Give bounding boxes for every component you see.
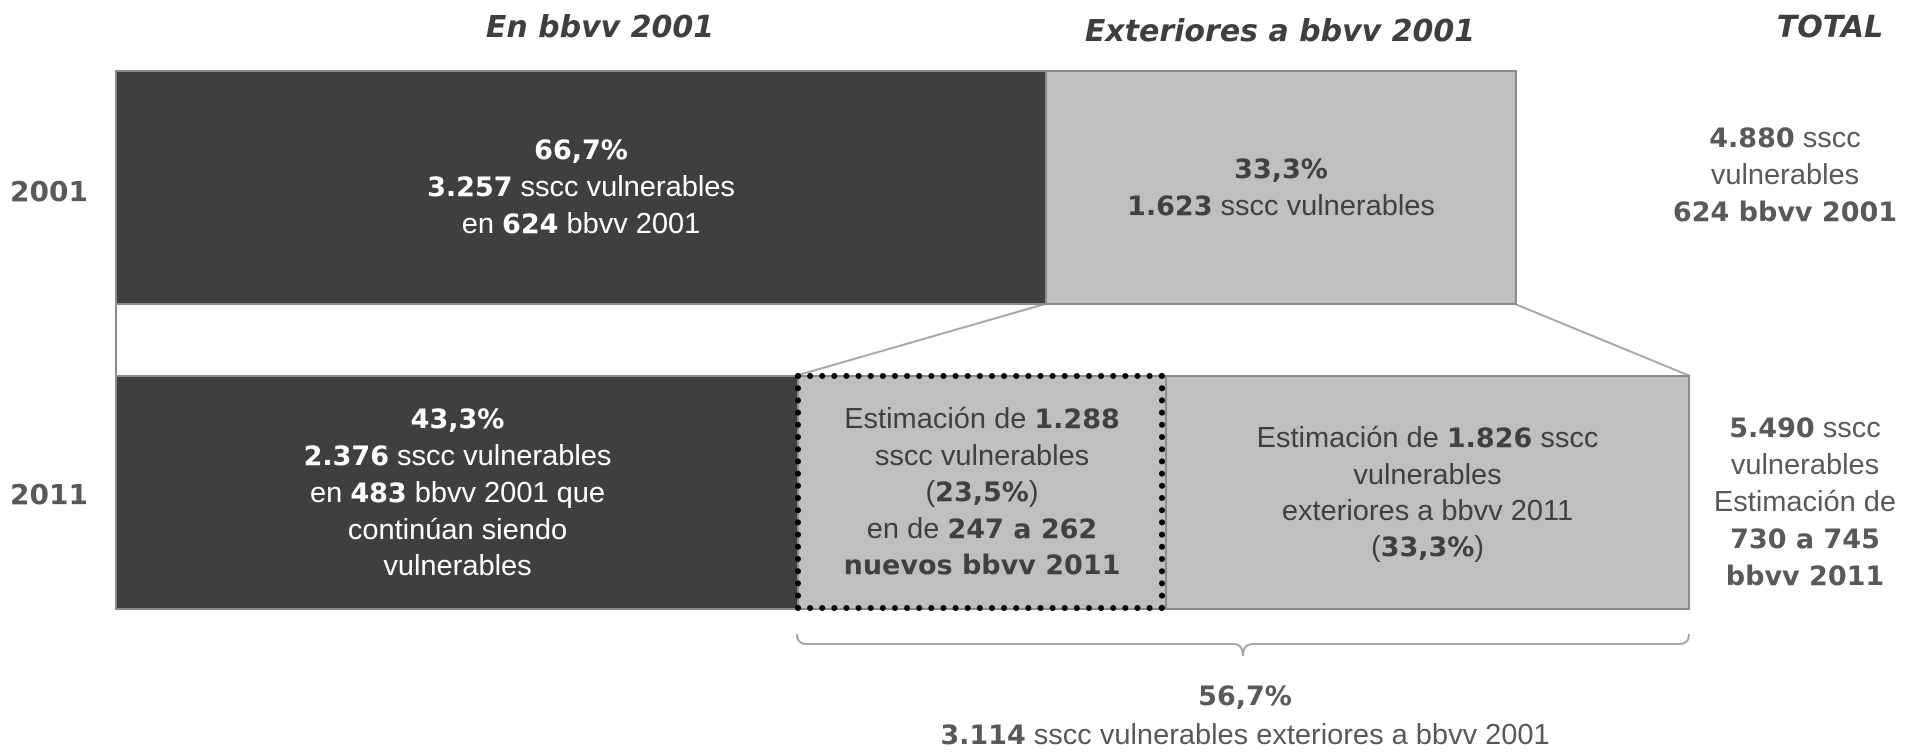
box-2011-in-bbvv: 43,3% 2.376 sscc vulnerables en 483 bbvv… xyxy=(115,375,800,610)
new-range: 247 a 262 xyxy=(947,514,1098,545)
total-2001-bbvv: 624 bbvv 2001 xyxy=(1672,197,1898,228)
box-2001-outside-bbvv: 33,3% 1.623 sscc vulnerables xyxy=(1045,70,1517,305)
new-paren-close: ) xyxy=(1028,476,1039,508)
total-2011-count: 5.490 xyxy=(1729,413,1815,444)
new-prefix: Estimación de xyxy=(844,403,1035,435)
ext-count: 1.826 xyxy=(1446,422,1533,454)
count-2001-in-suffix: sscc vulnerables xyxy=(512,171,735,203)
bbvv-2011-in-suffix: bbvv 2001 que xyxy=(406,477,606,509)
total-2001-count-suffix: sscc xyxy=(1794,122,1861,154)
ext-prefix: Estimación de xyxy=(1256,421,1447,454)
pct-2001-out: 33,3% xyxy=(1234,153,1328,185)
line4-2011-in: continúan siendo xyxy=(347,514,568,546)
count-2001-in: 3.257 xyxy=(427,172,513,203)
highlight-dotted-border xyxy=(795,373,1165,611)
prefix-en-2001-in: en xyxy=(461,208,503,240)
new-count: 1.288 xyxy=(1034,404,1120,435)
header-outside-bbvv: Exteriores a bbvv 2001 xyxy=(1084,14,1476,49)
ext-pct: 33,3% xyxy=(1380,531,1475,563)
total-2011-count-suffix: sscc xyxy=(1814,412,1881,444)
bbvv-2001-in-suffix: bbvv 2001 xyxy=(558,208,701,240)
ext-count-suffix: sscc xyxy=(1532,421,1599,454)
bbvv-2011-in: 483 xyxy=(350,478,407,509)
ext-line2: vulnerables xyxy=(1353,458,1502,491)
box-2011-exterior: Estimación de 1.826 sscc vulnerables ext… xyxy=(1165,375,1690,610)
box-2001-out-text: 33,3% 1.623 sscc vulnerables xyxy=(1127,151,1435,225)
prefix-en-2011-in: en xyxy=(309,477,351,509)
count-2011-in-suffix: sscc vulnerables xyxy=(388,440,612,472)
pct-2011-in: 43,3% xyxy=(410,404,505,435)
new-line2: sscc vulnerables xyxy=(874,440,1090,472)
count-2001-out: 1.623 xyxy=(1127,190,1213,222)
box-2011-ext-text: Estimación de 1.826 sscc vulnerables ext… xyxy=(1257,420,1599,566)
total-2011-line2: vulnerables xyxy=(1730,449,1880,481)
year-2011-label: 2011 xyxy=(10,478,88,511)
bracket-count-suffix: sscc vulnerables exteriores a bbvv 2001 xyxy=(1025,719,1550,751)
bracket-label: 56,7% 3.114 sscc vulnerables exteriores … xyxy=(830,678,1660,755)
ext-paren-close: ) xyxy=(1474,530,1484,563)
bracket-count: 3.114 xyxy=(940,720,1026,751)
count-2011-in: 2.376 xyxy=(303,441,389,472)
ext-line3: exteriores a bbvv 2011 xyxy=(1281,494,1574,527)
bbvv-2001-in: 624 xyxy=(502,209,559,240)
box-2011-in-text: 43,3% 2.376 sscc vulnerables en 483 bbvv… xyxy=(304,401,612,584)
new-prefix-en: en de xyxy=(866,513,948,545)
box-2001-in-bbvv: 66,7% 3.257 sscc vulnerables en 624 bbvv… xyxy=(115,70,1047,305)
ext-paren-open: ( xyxy=(1370,530,1381,563)
new-pct: 23,5% xyxy=(935,477,1029,508)
total-2011-bbvv: bbvv 2011 xyxy=(1725,561,1885,592)
box-2001-in-text: 66,7% 3.257 sscc vulnerables en 624 bbvv… xyxy=(427,132,735,243)
new-paren-open: ( xyxy=(925,476,936,508)
total-2001: 4.880 sscc vulnerables 624 bbvv 2001 xyxy=(1660,120,1910,231)
line5-2011-in: vulnerables xyxy=(383,550,532,582)
total-2011-range: 730 a 745 xyxy=(1730,524,1880,555)
box-2011-new-text: Estimación de 1.288 sscc vulnerables (23… xyxy=(844,401,1121,584)
total-2011: 5.490 sscc vulnerables Estimación de 730… xyxy=(1700,410,1910,595)
header-in-bbvv: En bbvv 2001 xyxy=(485,10,715,45)
year-2001-label: 2001 xyxy=(10,175,88,208)
total-2001-line2: vulnerables xyxy=(1710,159,1860,191)
count-2001-out-suffix: sscc vulnerables xyxy=(1212,189,1435,222)
pct-2001-in: 66,7% xyxy=(534,135,628,166)
header-total: TOTAL xyxy=(1776,10,1884,45)
bracket-pct: 56,7% xyxy=(1198,681,1292,712)
total-2011-line3: Estimación de xyxy=(1713,486,1897,518)
new-line5: nuevos bbvv 2011 xyxy=(843,550,1121,581)
total-2001-count: 4.880 xyxy=(1709,123,1795,154)
